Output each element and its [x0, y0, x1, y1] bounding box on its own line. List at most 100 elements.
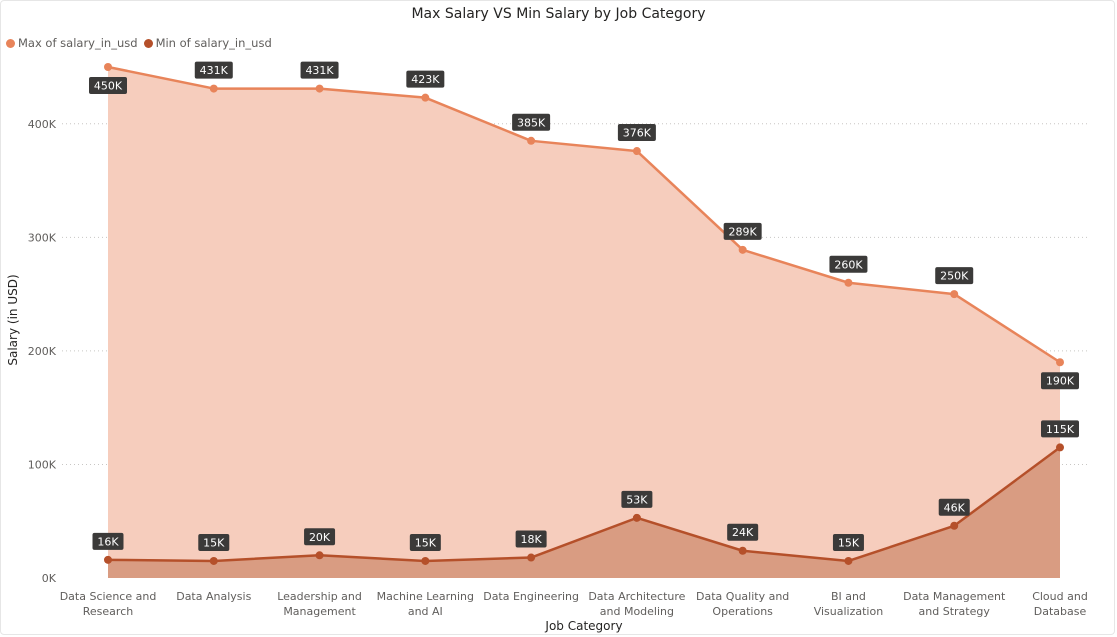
line-series-max	[107, 65, 1061, 364]
data-label-max: 431K	[300, 61, 339, 79]
data-label-box	[92, 532, 124, 550]
x-tick-label-line: and Strategy	[919, 605, 991, 618]
data-label-box	[829, 255, 868, 273]
legend-marker-min	[143, 38, 153, 48]
data-point-max[interactable]	[315, 84, 324, 93]
data-point-max[interactable]	[738, 245, 747, 254]
data-label-text: 376K	[623, 127, 652, 140]
data-label-text: 53K	[626, 493, 648, 506]
data-label-box	[723, 222, 762, 240]
data-label-box	[832, 533, 864, 551]
data-label-text: 16K	[97, 535, 119, 548]
data-label-box	[617, 124, 656, 142]
y-tick-label: 100K	[28, 458, 57, 471]
data-point-min[interactable]	[1056, 443, 1064, 452]
data-label-min: 53K	[621, 490, 653, 508]
y-tick-label: 200K	[28, 345, 57, 358]
x-tick-label-line: Data Architecture	[588, 590, 685, 603]
data-label-box	[512, 113, 551, 131]
x-tick-label-line: Data Science and	[60, 590, 157, 603]
data-label-box	[935, 267, 974, 285]
data-point-min[interactable]	[209, 556, 218, 565]
data-label-box	[727, 523, 759, 541]
data-point-max[interactable]	[104, 63, 112, 71]
x-tick-label-line: Leadership and	[277, 590, 362, 603]
x-axis-title: Job Category	[544, 619, 622, 633]
x-tick-label: Cloud and Database	[1032, 590, 1088, 618]
data-label-max: 376K	[617, 124, 656, 142]
data-label-box	[409, 533, 441, 551]
data-point-max[interactable]	[632, 147, 641, 156]
x-tick-label-line: Data Analysis	[176, 590, 251, 603]
x-tick-label: Data Analysis	[176, 590, 251, 603]
data-point-min[interactable]	[527, 553, 536, 562]
data-point-max[interactable]	[950, 290, 959, 299]
x-tick-label-line: Database	[1034, 605, 1087, 618]
x-tick-label-line: and Modeling	[600, 605, 674, 618]
data-point-min[interactable]	[844, 556, 853, 565]
data-label-box	[300, 61, 339, 79]
x-tick-label: Machine Learning and AI	[377, 590, 474, 618]
x-tick-label-line: Research	[83, 605, 133, 618]
data-label-max: 423K	[406, 70, 445, 88]
data-point-min[interactable]	[104, 555, 112, 564]
x-tick-label: Data Management and Strategy	[903, 590, 1006, 618]
data-labels: 450K 431K 431K 423K 385K 376K 289K 260K 250K 190K…	[89, 61, 1079, 551]
data-label-min: 18K	[515, 530, 547, 548]
legend-label-max: Max of salary_in_usd	[18, 36, 138, 50]
data-label-text: 250K	[940, 270, 969, 283]
x-tick-label-line: Machine Learning	[377, 590, 474, 603]
data-label-text: 260K	[834, 258, 863, 271]
data-label-text: 385K	[517, 116, 546, 129]
data-point-min[interactable]	[315, 551, 324, 560]
x-tick-label-line: Data Quality and	[696, 590, 789, 603]
data-label-max: 250K	[935, 267, 974, 285]
y-axis: 0K 100K 200K 300K 400K	[28, 118, 57, 585]
x-tick-label-line: Data Engineering	[483, 590, 579, 603]
data-point-min[interactable]	[421, 556, 430, 565]
data-label-text: 423K	[411, 73, 440, 86]
x-tick-label: BI and Visualization	[814, 590, 884, 618]
legend-item-min[interactable]: Min of salary_in_usd	[143, 36, 272, 50]
x-tick-label: Data Science and Research	[60, 590, 157, 618]
x-tick-label: Data Quality and Operations	[696, 590, 789, 618]
x-tick-label-line: Visualization	[814, 605, 884, 618]
data-point-min[interactable]	[632, 513, 641, 522]
legend-item-max[interactable]: Max of salary_in_usd	[6, 36, 138, 50]
data-label-min: 15K	[409, 533, 441, 551]
data-label-text: 18K	[521, 533, 543, 546]
data-label-text: 15K	[203, 536, 225, 549]
data-label-min: 15K	[198, 533, 230, 551]
x-tick-label-line: BI and	[831, 590, 866, 603]
data-label-min: 20K	[304, 528, 336, 546]
data-point-max[interactable]	[421, 93, 430, 102]
data-label-max: 385K	[512, 113, 551, 131]
data-point-max[interactable]	[1056, 358, 1064, 367]
data-label-text: 115K	[1046, 423, 1075, 436]
data-label-max: 431K	[194, 61, 233, 79]
data-point-max[interactable]	[844, 278, 853, 287]
data-point-min[interactable]	[950, 521, 959, 530]
line-series-min	[107, 446, 1061, 563]
x-tick-label-line: Data Management	[903, 590, 1006, 603]
x-tick-label: Leadership and Management	[277, 590, 362, 618]
x-tick-label: Data Engineering	[483, 590, 579, 603]
data-label-text: 289K	[729, 225, 758, 238]
data-point-max[interactable]	[209, 84, 218, 93]
data-label-min: 115K	[1041, 420, 1079, 438]
data-point-max[interactable]	[527, 136, 536, 145]
chart-title: Max Salary VS Min Salary by Job Category	[411, 6, 706, 22]
legend-label-min: Min of salary_in_usd	[155, 36, 272, 50]
y-axis-title: Salary (in USD)	[6, 274, 20, 365]
data-label-text: 15K	[415, 536, 437, 549]
data-label-text: 20K	[309, 531, 331, 544]
data-label-box	[304, 528, 336, 546]
data-label-max: 190K	[1041, 372, 1079, 390]
data-label-text: 431K	[305, 64, 334, 77]
data-label-min: 15K	[832, 533, 864, 551]
x-tick-label-line: Management	[283, 605, 356, 618]
data-label-box	[194, 61, 233, 79]
data-point-min[interactable]	[738, 546, 747, 555]
y-tick-label: 400K	[28, 118, 57, 131]
